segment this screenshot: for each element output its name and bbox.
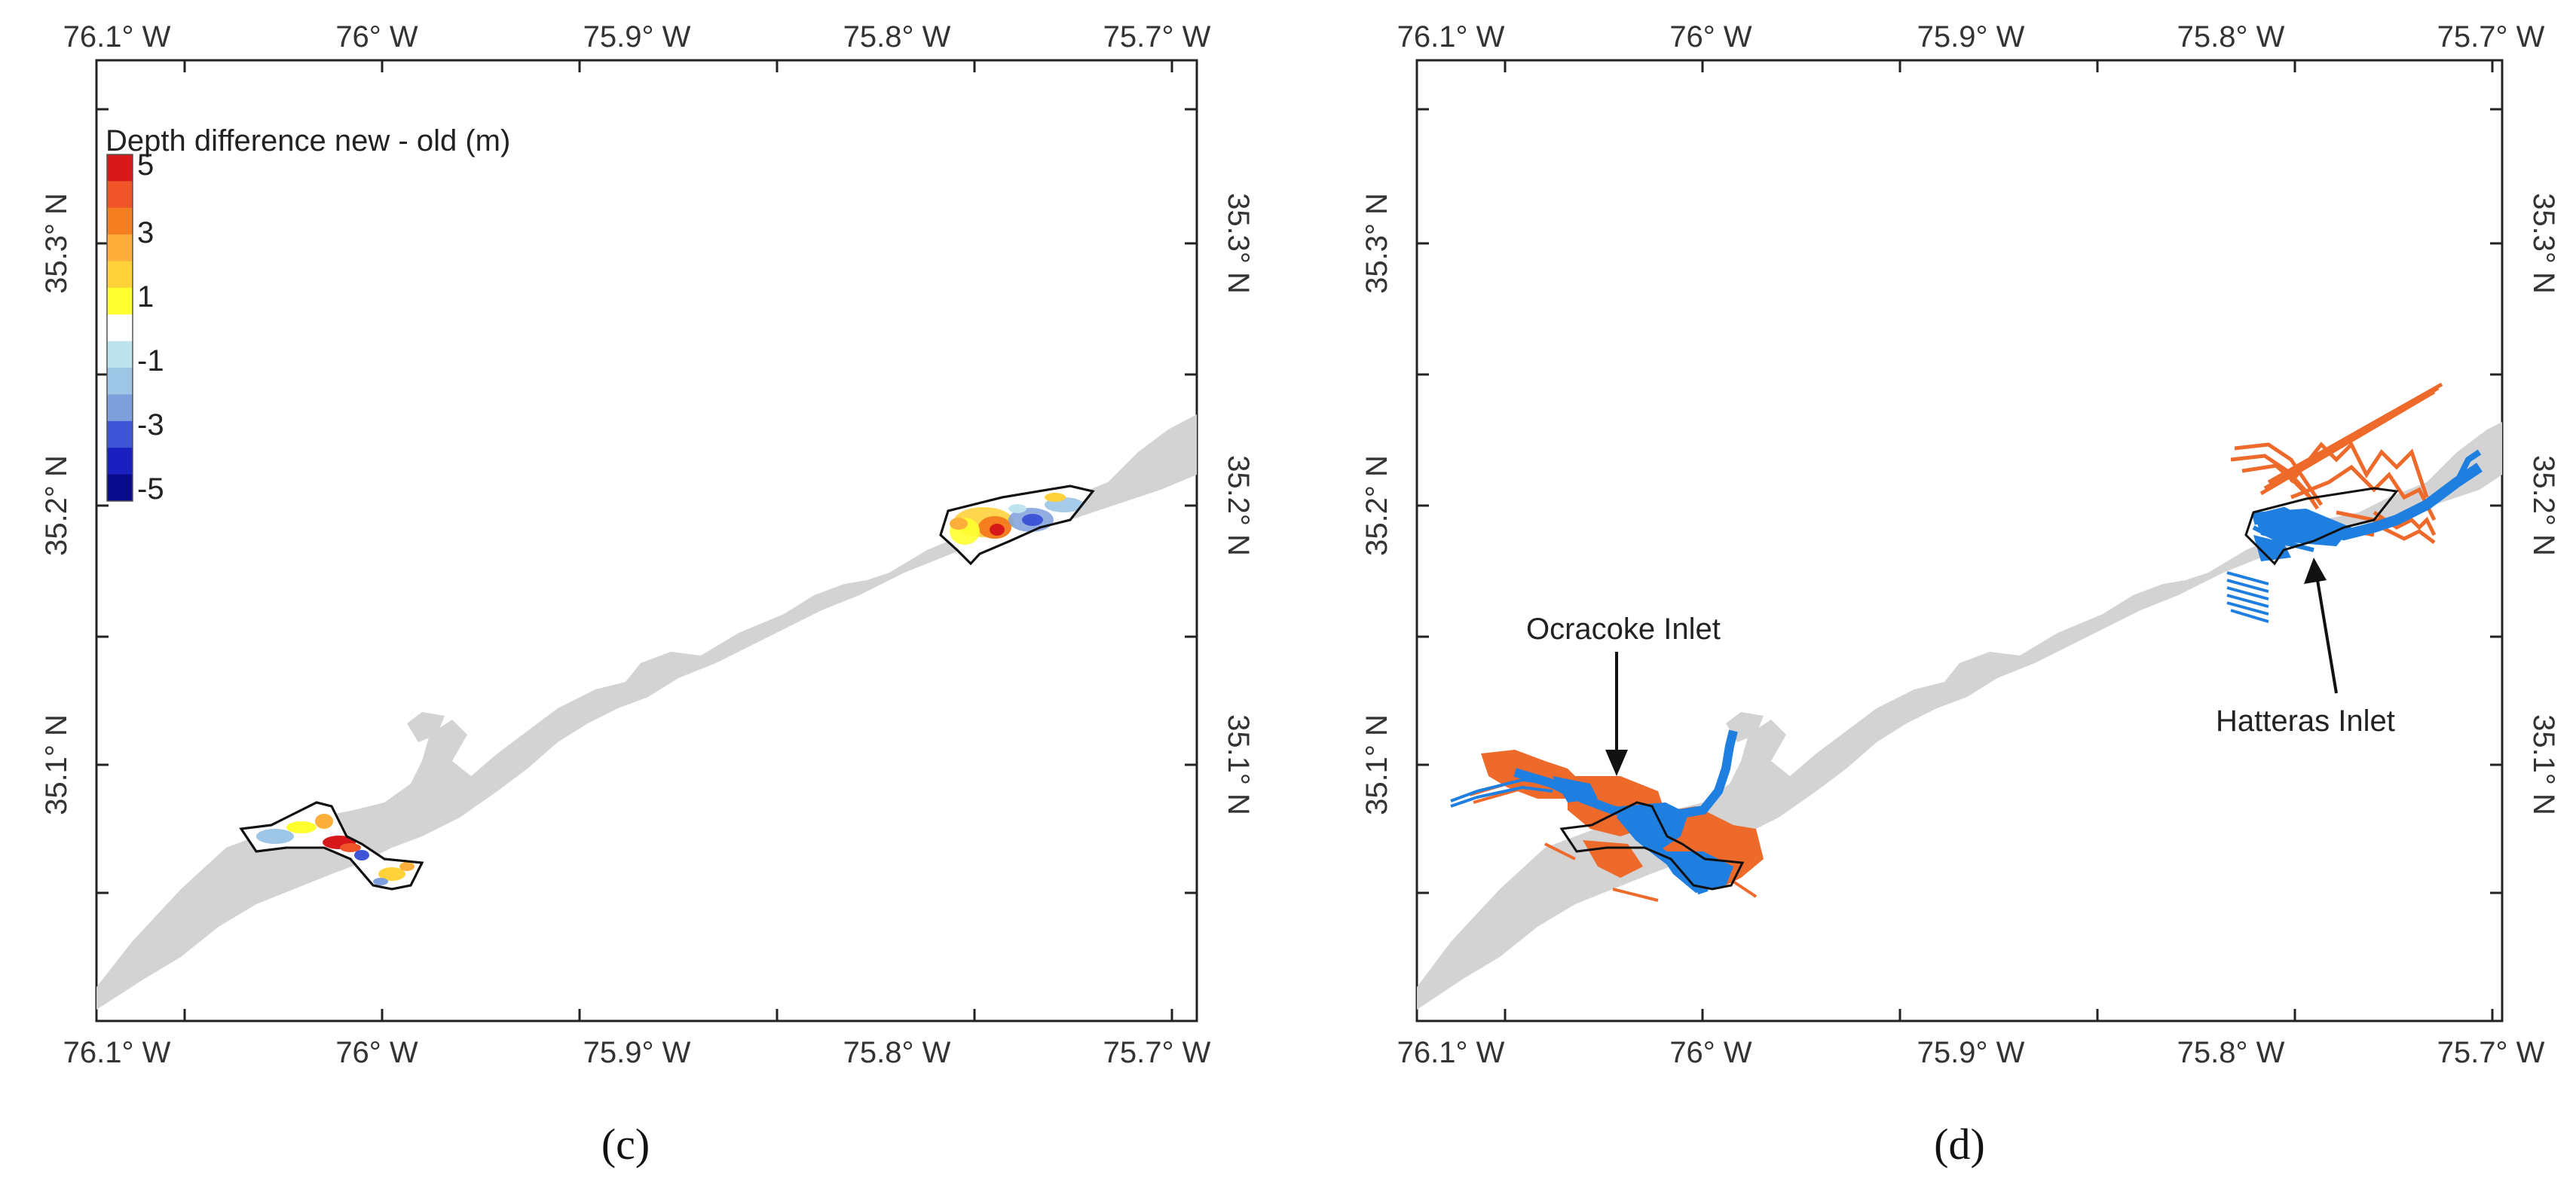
x-tick-bottom-3: 75.8° W [2177,1036,2285,1069]
x-tick-top-4: 75.7° W [1103,20,1211,53]
legend-swatch [107,448,133,475]
y-tick-left-2: 35.1° N [40,714,73,815]
y-tick-right-2: 35.1° N [1222,714,1255,815]
land-barrier-island [1417,422,2502,1010]
ocracoke-arrow-icon [1605,750,1628,776]
ocracoke-annotation: Ocracoke Inlet [1526,613,1721,776]
panel-label-c: (c) [601,1120,650,1169]
legend-value-2: 1 [137,280,154,313]
legend-swatch [107,207,133,235]
legend-swatch [107,368,133,395]
legend-value-3: -1 [137,344,164,377]
x-tick-top-4: 75.7° W [2437,20,2545,53]
legend-swatch [107,181,133,209]
legend-swatch [107,154,133,182]
ocracoke-inlet-label: Ocracoke Inlet [1526,613,1721,646]
legend-swatch [107,234,133,262]
x-tick-bottom-2: 75.9° W [583,1036,691,1069]
hatteras-new-survey-lines [2226,449,2483,623]
x-tick-bottom-0: 76.1° W [1397,1036,1505,1069]
depth-difference-legend: Depth difference new - old (m) 5 3 1 -1 … [106,124,510,506]
y-tick-left-0: 35.3° N [1360,193,1394,294]
legend-value-1: 3 [137,216,154,249]
y-tick-right-1: 35.2° N [1222,455,1255,556]
x-tick-top-3: 75.8° W [2177,20,2285,53]
x-tick-bottom-4: 75.7° W [2437,1036,2545,1069]
hatteras-inlet-label: Hatteras Inlet [2216,705,2395,738]
x-tick-bottom-0: 76.1° W [63,1036,171,1069]
legend-border [106,154,133,502]
x-tick-top-1: 76° W [1669,20,1752,53]
legend-swatch [107,474,133,502]
ocracoke-survey-boundary [1559,801,1745,891]
y-tick-left-0: 35.3° N [40,193,73,294]
legend-swatch [107,420,133,448]
hatteras-difference-area [939,484,1095,566]
x-tick-top-2: 75.9° W [1917,20,2025,53]
map-panel-c: 76.1° W 76° W 75.9° W 75.8° W 75.7° W 76… [40,20,1255,1169]
panel-c-ticks [96,60,1197,1021]
x-tick-top-2: 75.9° W [583,20,691,53]
legend-swatch [107,394,133,422]
legend-title: Depth difference new - old (m) [106,124,510,157]
land-patch [407,712,445,742]
y-tick-left-1: 35.2° N [1360,455,1394,556]
x-tick-bottom-2: 75.9° W [1917,1036,2025,1069]
map-panel-d: Ocracoke Inlet Hatteras Inlet 76 [1360,20,2560,1169]
land-barrier-island [96,414,1197,1010]
legend-swatch [107,261,133,289]
y-tick-right-1: 35.2° N [2527,455,2560,556]
hatteras-arrow-icon [2304,558,2327,584]
y-tick-left-1: 35.2° N [40,455,73,556]
y-tick-right-0: 35.3° N [1222,193,1255,294]
x-tick-bottom-1: 76° W [335,1036,418,1069]
legend-colorbar [106,154,133,502]
legend-swatch [107,314,133,342]
x-tick-top-3: 75.8° W [843,20,951,53]
x-tick-top-0: 76.1° W [1397,20,1505,53]
y-tick-left-2: 35.1° N [1360,714,1394,815]
x-tick-bottom-4: 75.7° W [1103,1036,1211,1069]
legend-value-4: -3 [137,408,164,442]
hatteras-survey-boundary [2244,487,2399,566]
x-tick-top-0: 76.1° W [63,20,171,53]
x-tick-bottom-1: 76° W [1669,1036,1752,1069]
hatteras-annotation: Hatteras Inlet [2216,558,2395,738]
ocracoke-difference-area [239,801,424,891]
legend-swatch [107,287,133,315]
panel-d-ticks [1417,60,2502,1021]
legend-value-5: -5 [137,472,164,506]
legend-value-0: 5 [137,148,154,182]
y-tick-right-0: 35.3° N [2527,193,2560,294]
panel-label-d: (d) [1934,1120,1985,1169]
x-tick-top-1: 76° W [335,20,418,53]
legend-swatch [107,341,133,368]
y-tick-right-2: 35.1° N [2527,714,2560,815]
x-tick-bottom-3: 75.8° W [843,1036,951,1069]
